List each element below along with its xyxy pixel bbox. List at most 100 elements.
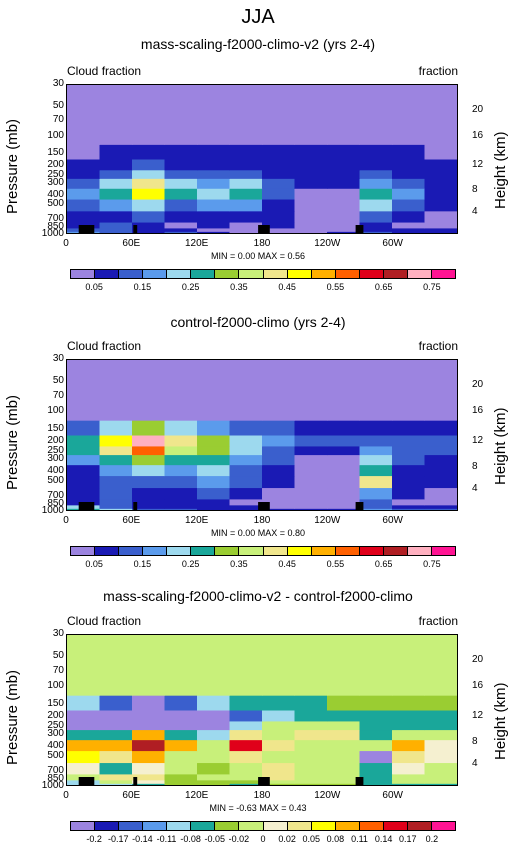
colorbar-label: 0.35 xyxy=(230,559,248,569)
colorbar-swatch xyxy=(359,270,384,278)
heatmap-cell xyxy=(424,498,457,506)
heatmap-cell xyxy=(164,504,198,509)
heatmap-cell xyxy=(294,720,328,731)
heatmap-cell xyxy=(392,504,425,509)
heatmap-cell xyxy=(67,178,100,189)
heatmap-cell xyxy=(197,178,230,189)
panel-left-label: Cloud fraction xyxy=(67,614,142,628)
heatmap-cell xyxy=(132,504,165,509)
heatmap-cell xyxy=(262,464,295,477)
heatmap-cell xyxy=(197,487,230,500)
heatmap-cell xyxy=(294,199,328,212)
heatmap-cell xyxy=(424,435,457,447)
heatmap-cell xyxy=(164,464,198,477)
heatmap-cell xyxy=(392,695,425,711)
heatmap-cell xyxy=(229,487,263,500)
heatmap-cell xyxy=(132,144,165,160)
heatmap-cell xyxy=(67,729,100,741)
heatmap-cell xyxy=(67,360,100,421)
colorbar-swatch xyxy=(335,270,360,278)
heatmap-cell xyxy=(197,739,230,752)
heatmap-cell xyxy=(294,178,328,189)
colorbar-label: 0.25 xyxy=(181,282,200,292)
heatmap-cell xyxy=(262,729,295,741)
heatmap-cell xyxy=(327,739,360,752)
heatmap-cell xyxy=(359,762,393,775)
x-tick-label: 0 xyxy=(63,238,69,249)
heatmap-cell xyxy=(327,360,360,421)
heatmap-cell xyxy=(229,85,263,145)
y-axis-label-pressure: Pressure (mb) xyxy=(4,118,21,214)
pressure-tick-label: 500 xyxy=(47,750,64,761)
colorbar-swatch xyxy=(191,270,216,278)
heatmap-cell xyxy=(132,750,165,764)
heatmap-cell xyxy=(229,773,263,781)
heatmap-cell xyxy=(294,435,328,447)
heatmap-cell xyxy=(164,85,198,145)
heatmap-cell xyxy=(164,227,198,232)
heatmap-cell xyxy=(132,779,165,784)
heatmap-cell xyxy=(132,169,165,179)
colorbar-swatch xyxy=(95,822,120,830)
heatmap-cell xyxy=(99,508,133,510)
height-tick-label: 16 xyxy=(472,129,484,141)
colorbar-label: 0.45 xyxy=(278,282,296,292)
heatmap-cell xyxy=(294,487,328,500)
heatmap-cell xyxy=(424,360,457,421)
heatmap-cell xyxy=(294,783,328,785)
heatmap-cell xyxy=(262,710,295,722)
colorbar-swatch xyxy=(215,270,240,278)
heatmap-cell xyxy=(99,159,133,171)
panel-left-label: Cloud fraction xyxy=(67,64,142,78)
x-tick-label: 120W xyxy=(314,790,341,801)
heatmap-cell xyxy=(392,169,425,179)
heatmap-cell xyxy=(99,222,133,229)
heatmap-cell xyxy=(392,635,425,696)
heatmap-cell xyxy=(294,504,328,509)
figure-title: JJA xyxy=(241,6,275,28)
x-tick-label: 180 xyxy=(253,790,271,801)
heatmap-cell xyxy=(294,739,328,752)
heatmap-cell xyxy=(392,508,425,510)
heatmap-cell xyxy=(229,729,263,741)
height-tick-label: 16 xyxy=(472,680,484,692)
heatmap-cell xyxy=(294,635,328,696)
height-tick-label: 20 xyxy=(472,379,484,391)
heatmap-cell xyxy=(67,445,100,456)
heatmap-cell xyxy=(294,144,328,160)
heatmap-cell xyxy=(164,222,198,229)
heatmap-cell xyxy=(229,445,263,456)
heatmap-cell xyxy=(132,695,165,711)
heatmap-cell xyxy=(327,750,360,764)
x-tick-label: 120E xyxy=(185,790,209,801)
heatmap-cell xyxy=(229,783,263,785)
heatmap-cell xyxy=(359,695,393,711)
heatmap-cell xyxy=(327,199,360,212)
x-tick-label: 120E xyxy=(185,515,209,526)
colorbar-swatch xyxy=(191,822,216,830)
x-tick-label: 180 xyxy=(253,238,271,249)
heatmap-cell xyxy=(424,420,457,436)
heatmap-cell xyxy=(424,464,457,477)
heatmap-cell xyxy=(197,475,230,489)
pressure-tick-label: 1000 xyxy=(41,780,64,791)
heatmap-cell xyxy=(359,783,393,785)
heatmap-cell xyxy=(197,762,230,775)
heatmap-cell xyxy=(197,222,230,229)
heatmap-cell xyxy=(67,710,100,722)
heatmap-cell xyxy=(99,762,133,775)
heatmap-cell xyxy=(359,445,393,456)
heatmap-cell xyxy=(327,720,360,731)
heatmap-cell xyxy=(424,710,457,722)
heatmap-cell xyxy=(132,85,165,145)
heatmap-cell xyxy=(424,779,457,784)
colorbar-swatch xyxy=(239,822,264,830)
heatmap-cell xyxy=(164,739,198,752)
pressure-tick-label: 500 xyxy=(47,198,64,210)
heatmap-cell xyxy=(359,169,393,179)
heatmap-cell xyxy=(327,710,360,722)
heatmap-svg xyxy=(67,635,457,785)
heatmap-cell xyxy=(99,710,133,722)
heatmap-cell xyxy=(67,475,100,489)
colorbar-swatch xyxy=(167,547,192,555)
